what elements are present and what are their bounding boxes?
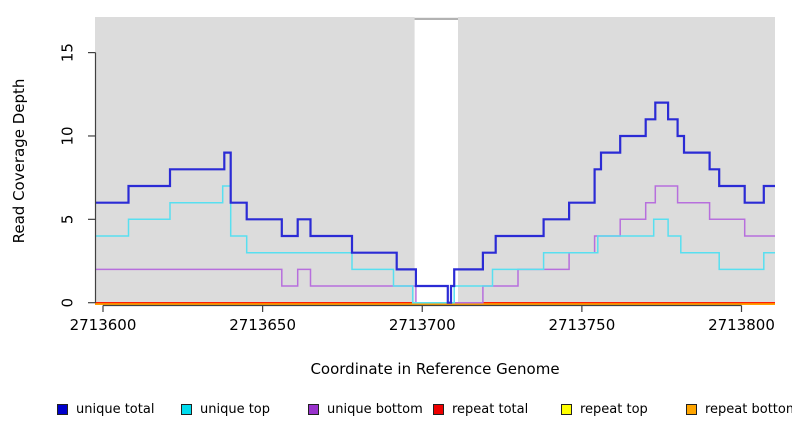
- legend-swatch-unique-top: [181, 403, 192, 415]
- legend-swatch-repeat-bottom: [686, 403, 697, 415]
- y-tick-label: 15: [59, 43, 77, 62]
- legend-item-repeat-top: repeat top: [561, 399, 648, 419]
- legend-item-unique-top: unique top: [181, 399, 270, 419]
- x-tick-label: 2713650: [229, 316, 296, 334]
- legend: unique total unique top unique bottom re…: [0, 399, 792, 425]
- x-axis-title: Coordinate in Reference Genome: [310, 360, 560, 378]
- legend-label-unique-total: unique total: [76, 401, 155, 417]
- legend-label-repeat-total: repeat total: [452, 401, 529, 417]
- y-axis-title: Read Coverage Depth: [10, 78, 28, 244]
- series-line-unique-top: [95, 185, 775, 304]
- legend-item-repeat-bottom: repeat bottom: [686, 399, 792, 419]
- legend-swatch-repeat-top: [561, 403, 572, 415]
- x-tick-label: 2713600: [70, 316, 137, 334]
- legend-label-unique-top: unique top: [200, 401, 271, 417]
- y-tick-label: 5: [59, 215, 77, 225]
- legend-swatch-repeat-total: [433, 403, 444, 415]
- x-tick-label: 2713800: [708, 316, 775, 334]
- legend-label-unique-bottom: unique bottom: [327, 401, 423, 417]
- x-tick-label: 2713700: [389, 316, 456, 334]
- y-tick-label: 0: [59, 298, 77, 308]
- y-tick-label: 10: [58, 126, 76, 145]
- legend-label-repeat-top: repeat top: [580, 401, 648, 417]
- legend-label-repeat-bottom: repeat bottom: [705, 401, 792, 417]
- legend-swatch-unique-bottom: [308, 403, 319, 415]
- masked-region: [414, 17, 459, 304]
- series-line-unique-total: [95, 101, 775, 304]
- legend-swatch-unique-total: [57, 403, 68, 415]
- legend-item-unique-total: unique total: [57, 399, 154, 419]
- legend-item-unique-bottom: unique bottom: [308, 399, 423, 419]
- legend-item-repeat-total: repeat total: [433, 399, 528, 419]
- x-tick-label: 2713750: [548, 316, 615, 334]
